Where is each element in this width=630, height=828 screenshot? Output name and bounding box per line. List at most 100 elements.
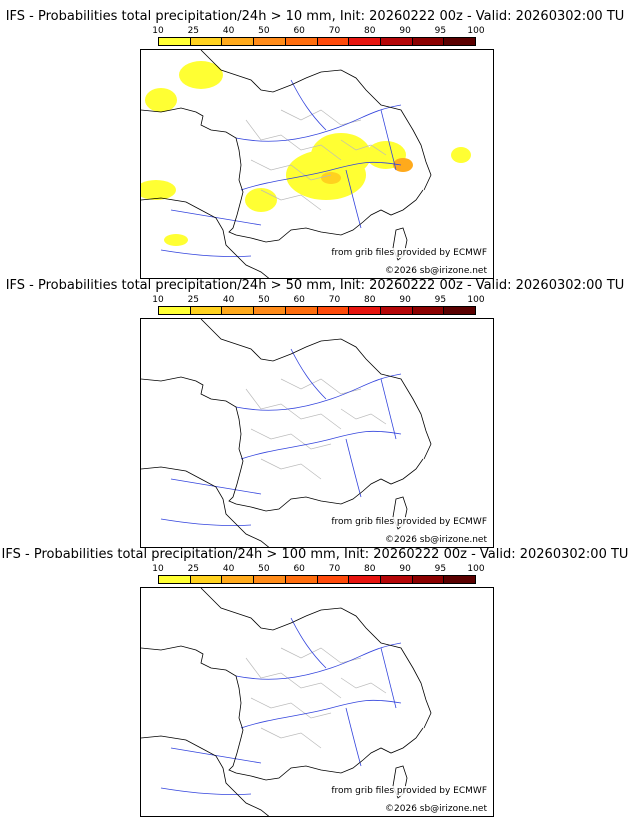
tick-label: 25 bbox=[187, 564, 200, 574]
panel-title: IFS - Probabilities total precipitation/… bbox=[5, 278, 625, 293]
coastline bbox=[141, 197, 270, 278]
precip-core bbox=[321, 172, 341, 184]
tick-label: 100 bbox=[467, 26, 485, 36]
precip-area bbox=[164, 234, 188, 246]
river bbox=[160, 249, 252, 258]
river bbox=[380, 378, 397, 440]
colorbar-swatch bbox=[412, 307, 445, 314]
river bbox=[290, 617, 327, 669]
precip-area bbox=[141, 180, 176, 200]
tick-label: 40 bbox=[222, 295, 235, 305]
precip-core bbox=[393, 158, 413, 172]
colorbar-swatch bbox=[444, 576, 476, 583]
tick-label: 100 bbox=[467, 295, 485, 305]
tick-label: 80 bbox=[364, 564, 376, 574]
river bbox=[160, 518, 252, 527]
river bbox=[380, 647, 397, 709]
tick-label: 40 bbox=[222, 564, 235, 574]
tick-label: 100 bbox=[467, 564, 485, 574]
colorbar-swatch bbox=[285, 38, 318, 45]
colorbar-swatch bbox=[190, 576, 223, 583]
tick-label: 10 bbox=[152, 564, 164, 574]
region-boundary bbox=[250, 697, 332, 719]
tick-label: 70 bbox=[328, 564, 341, 574]
colorbar-swatch bbox=[380, 576, 413, 583]
colorbar-ticks: 10 25 40 50 60 70 80 90 95 100 bbox=[152, 26, 484, 36]
coastline bbox=[141, 107, 424, 243]
colorbar-swatch bbox=[159, 307, 191, 314]
colorbar-swatch bbox=[254, 576, 286, 583]
colorbar-swatch bbox=[254, 38, 286, 45]
colorbar-swatch bbox=[317, 576, 350, 583]
region-boundary bbox=[250, 428, 332, 450]
colorbar-swatch bbox=[285, 307, 318, 314]
precip-area bbox=[145, 88, 177, 112]
colorbar-swatch bbox=[412, 576, 445, 583]
river bbox=[235, 373, 402, 411]
colorbar-swatch bbox=[190, 307, 223, 314]
map-frame: from grib files provided by ECMWF ©2026 … bbox=[140, 49, 494, 279]
colorbar-ticks: 10 25 40 50 60 70 80 90 95 100 bbox=[152, 295, 484, 305]
river bbox=[235, 642, 402, 680]
france-map bbox=[141, 319, 432, 547]
coastline bbox=[200, 50, 322, 93]
river bbox=[345, 707, 362, 767]
tick-label: 70 bbox=[328, 295, 341, 305]
river bbox=[240, 430, 402, 460]
river bbox=[290, 348, 327, 400]
france-map bbox=[141, 588, 432, 816]
colorbar-swatches bbox=[158, 575, 476, 584]
colorbar-swatch bbox=[349, 307, 381, 314]
region-boundary bbox=[340, 139, 387, 156]
precip-area bbox=[245, 188, 277, 212]
region-boundary bbox=[260, 458, 322, 480]
copyright-credit: ©2026 sb@irizone.net bbox=[384, 535, 488, 545]
river bbox=[240, 699, 402, 729]
tick-label: 95 bbox=[434, 564, 447, 574]
river bbox=[380, 109, 397, 171]
region-boundary bbox=[250, 159, 332, 181]
region-boundary bbox=[340, 677, 387, 694]
tick-label: 95 bbox=[434, 26, 447, 36]
river bbox=[345, 438, 362, 498]
tick-label: 90 bbox=[399, 564, 411, 574]
tick-label: 50 bbox=[258, 26, 270, 36]
source-credit: from grib files provided by ECMWF bbox=[330, 786, 488, 796]
coastline bbox=[320, 607, 432, 729]
tick-label: 50 bbox=[258, 564, 270, 574]
tick-label: 25 bbox=[187, 26, 200, 36]
coastline bbox=[200, 588, 322, 631]
probability-colorbar: 10 25 40 50 60 70 80 90 95 100 bbox=[152, 295, 485, 325]
precip-area bbox=[179, 61, 223, 89]
coastline bbox=[141, 645, 424, 781]
river bbox=[170, 209, 262, 226]
copyright-credit: ©2026 sb@irizone.net bbox=[384, 804, 488, 814]
colorbar-ticks: 10 25 40 50 60 70 80 90 95 100 bbox=[152, 564, 484, 574]
colorbar-swatch bbox=[380, 38, 413, 45]
river bbox=[170, 747, 262, 764]
colorbar-swatch bbox=[222, 576, 255, 583]
france-map bbox=[141, 50, 471, 278]
probability-colorbar: 10 25 40 50 60 70 80 90 95 100 bbox=[152, 564, 485, 594]
panel-title: IFS - Probabilities total precipitation/… bbox=[1, 547, 629, 562]
region-boundary bbox=[340, 408, 387, 425]
colorbar-swatch bbox=[159, 576, 191, 583]
source-credit: from grib files provided by ECMWF bbox=[330, 248, 488, 258]
colorbar-swatch bbox=[412, 38, 445, 45]
colorbar-swatch bbox=[349, 38, 381, 45]
region-boundary bbox=[245, 388, 342, 430]
river bbox=[160, 787, 252, 796]
tick-label: 25 bbox=[187, 295, 200, 305]
region-boundary bbox=[245, 119, 342, 161]
map-frame: from grib files provided by ECMWF ©2026 … bbox=[140, 318, 494, 548]
river bbox=[235, 104, 402, 142]
tick-label: 60 bbox=[293, 295, 305, 305]
colorbar-swatch bbox=[190, 38, 223, 45]
tick-label: 90 bbox=[399, 295, 411, 305]
river bbox=[240, 161, 402, 191]
region-boundary bbox=[260, 189, 322, 211]
tick-label: 60 bbox=[293, 564, 305, 574]
river bbox=[290, 79, 327, 131]
coastline bbox=[141, 735, 270, 816]
tick-label: 95 bbox=[434, 295, 447, 305]
